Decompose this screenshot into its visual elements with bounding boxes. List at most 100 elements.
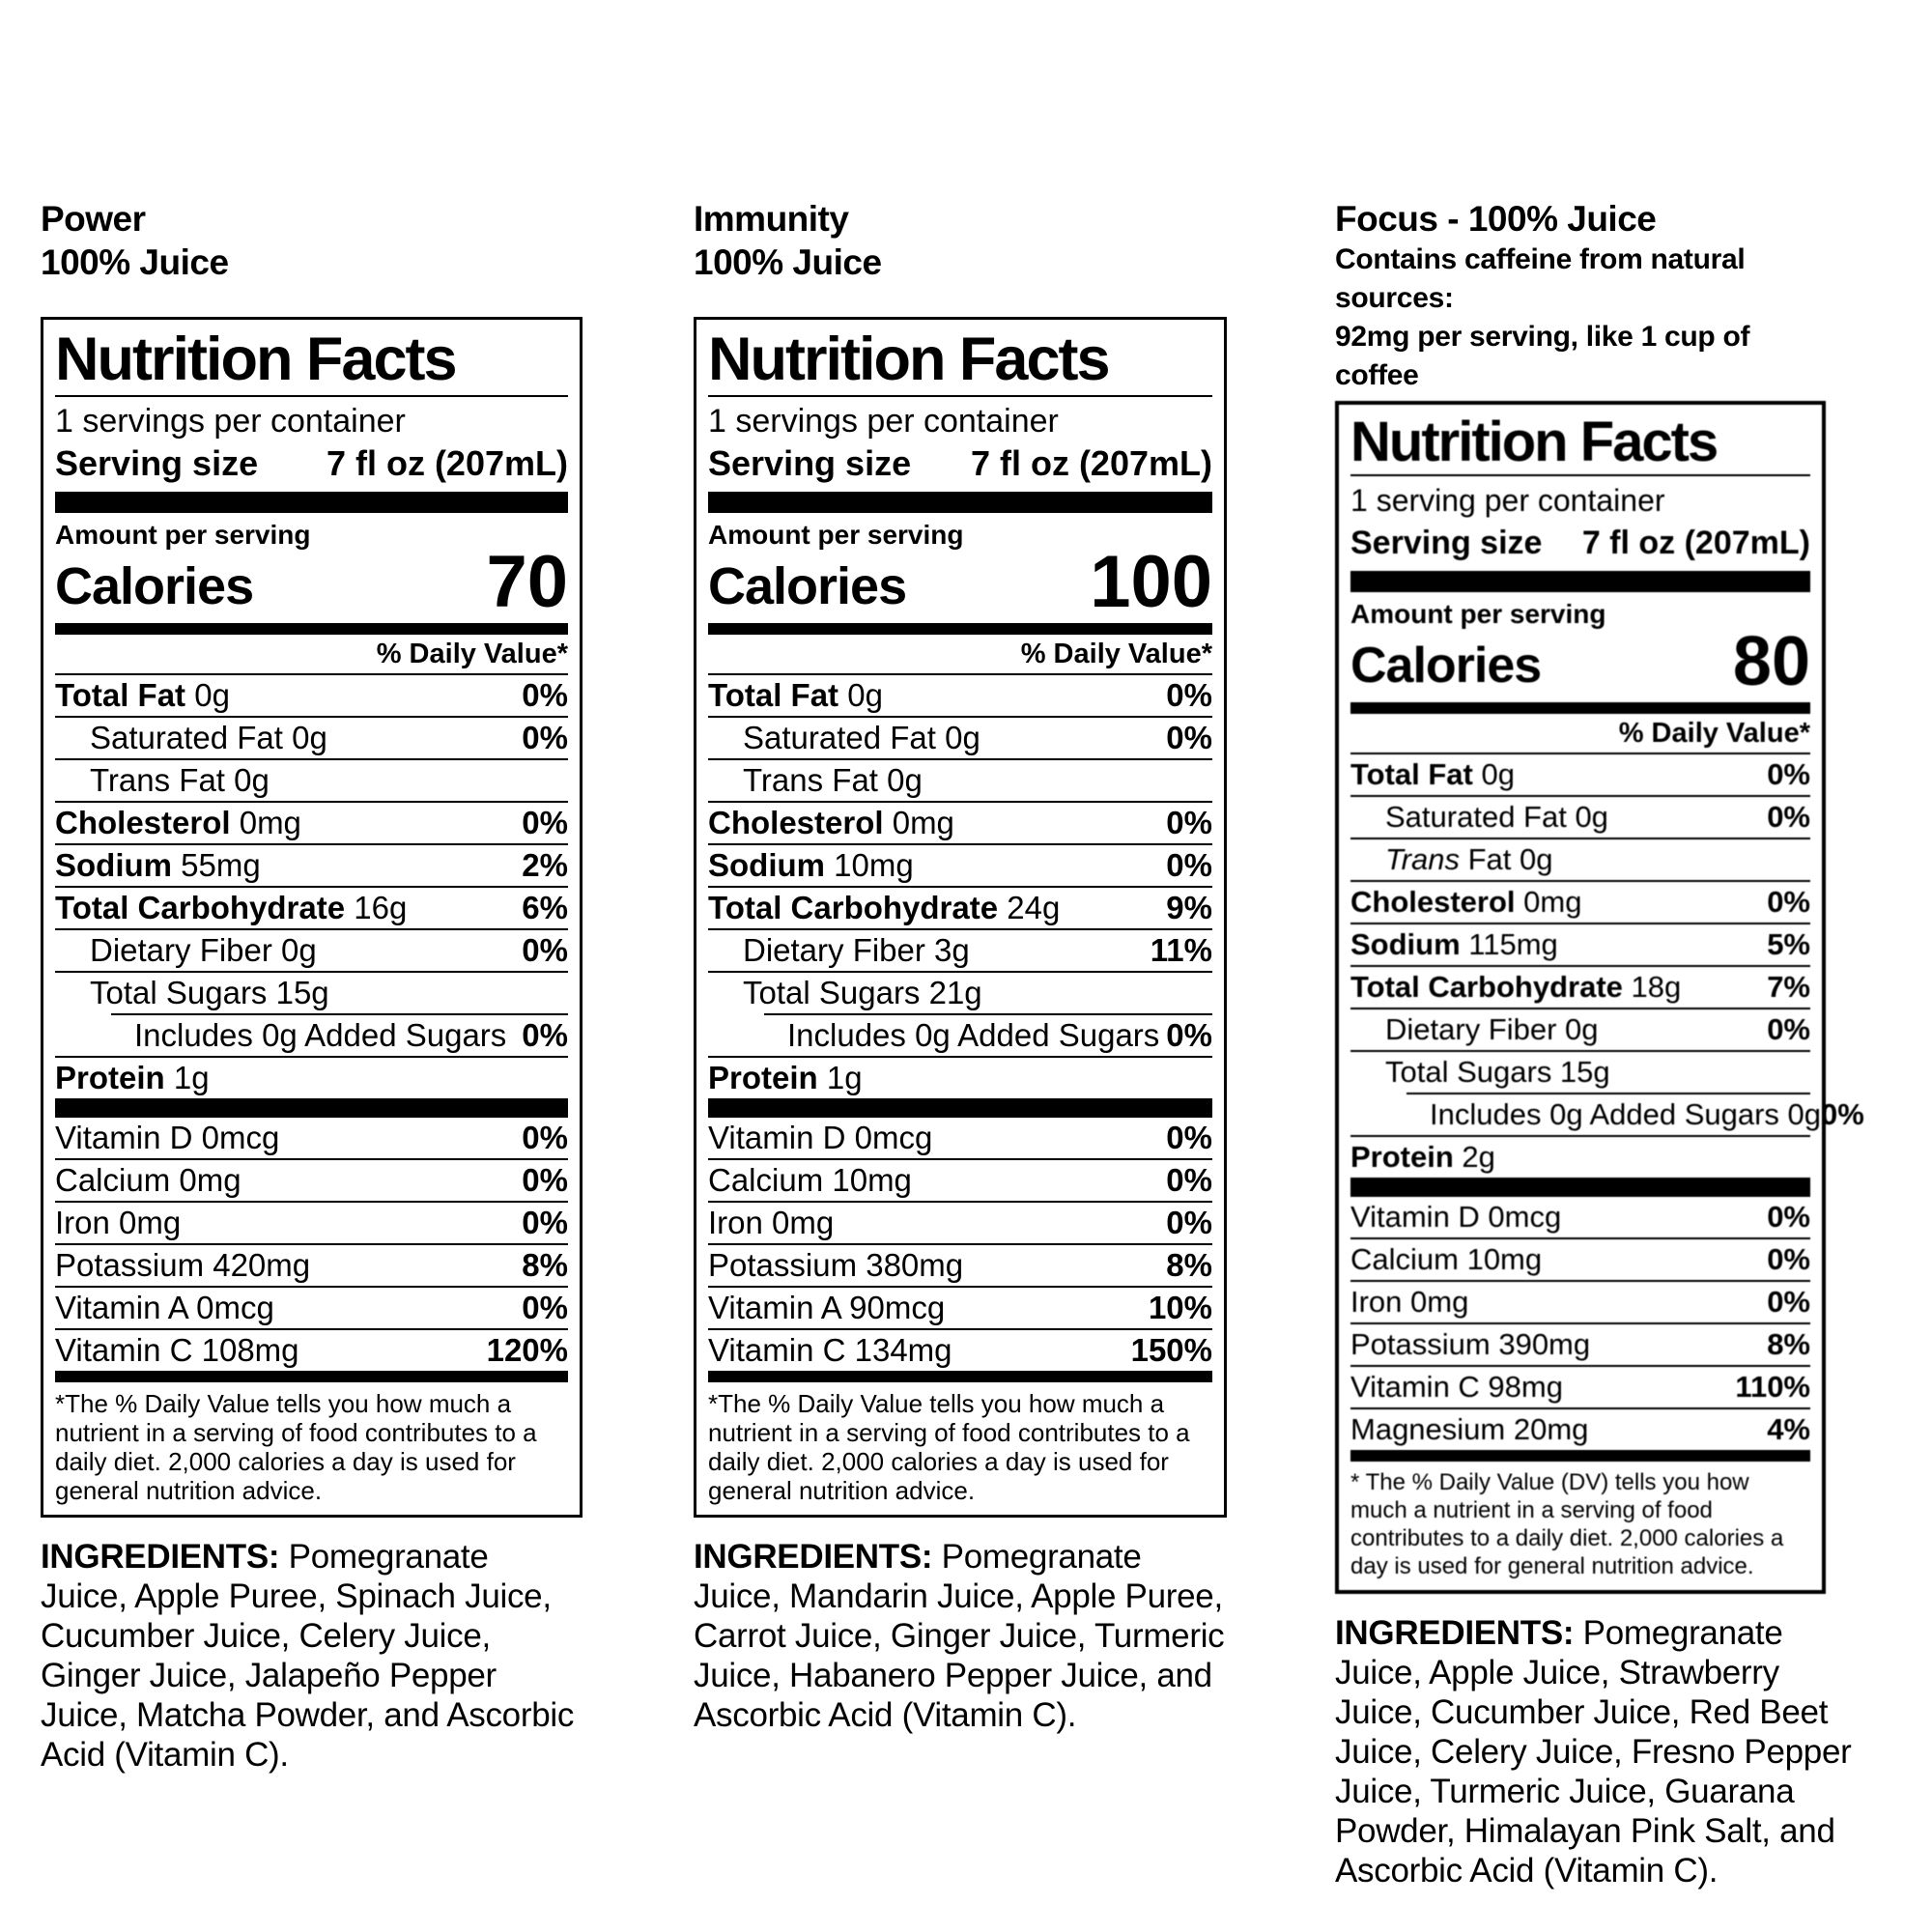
vitamin-text: Potassium 420mg [55, 1246, 311, 1283]
servings-per-container: 1 servings per container [55, 402, 406, 440]
nutrient-text: Sodium 55mg [55, 847, 261, 883]
nutrition-facts-heading: Nutrition Facts [708, 327, 1212, 397]
divider-bar [708, 1370, 1212, 1382]
nutrient-rows: Total Fat 0g 0% Saturated Fat 0g 0% Trans Fa… [708, 672, 1212, 1098]
amount-per-serving-label: Amount per serving [708, 519, 964, 550]
vitamin-text: Iron 0mg [1350, 1285, 1469, 1320]
serving-size-value: 7 fl oz (207mL) [326, 442, 568, 483]
ingredients-label: INGREDIENTS: [1335, 1614, 1575, 1653]
vitamin-text: Vitamin D 0mcg [55, 1119, 280, 1155]
nutrient-text: Cholesterol 0mg [55, 804, 301, 840]
nutrient-text: Total Fat 0g [1350, 757, 1515, 792]
nutrient-row: Sodium 55mg 2% [55, 842, 568, 886]
vitamin-percent: 110% [1735, 1370, 1810, 1405]
nutrient-text: Sodium 115mg [1350, 927, 1558, 962]
ingredients: INGREDIENTS: Pomegranate Juice, Apple Pu… [41, 1537, 582, 1775]
vitamin-text: Vitamin A 0mcg [55, 1289, 274, 1325]
divider-bar [1350, 702, 1810, 715]
vitamin-row: Potassium 380mg 8% [708, 1242, 1212, 1286]
nutrient-text: Total Carbohydrate 16g [55, 889, 408, 925]
calories-row: Calories 80 [1350, 627, 1810, 696]
nutrition-facts-heading: Nutrition Facts [1350, 412, 1810, 477]
nutrient-row: Includes 0g Added Sugars 0% [764, 1012, 1212, 1056]
nutrient-percent: 0% [1166, 719, 1212, 755]
nutrient-percent: 0% [1166, 676, 1212, 713]
ingredients: INGREDIENTS: Pomegranate Juice, Mandarin… [694, 1537, 1227, 1735]
juice-column-immunity: Immunity 100% Juice Nutrition Facts 1 se… [694, 0, 1227, 1735]
nutrient-name: Total Carbohydrate [55, 889, 346, 925]
calories-value: 80 [1732, 623, 1810, 701]
nutrient-amount: Dietary Fiber 0g [1385, 1012, 1599, 1047]
product-title-line1: Power [41, 199, 146, 239]
juice-column-focus: Focus - 100% Juice Contains caffeine fro… [1335, 0, 1864, 1890]
daily-value-header: % Daily Value* [1618, 718, 1810, 750]
nutrient-text: Saturated Fat 0g [708, 719, 980, 755]
nutrient-text: Cholesterol 0mg [1350, 885, 1581, 920]
vitamin-percent: 0% [1767, 1242, 1810, 1277]
vitamin-percent: 0% [522, 1289, 568, 1325]
serving-size-value: 7 fl oz (207mL) [1581, 525, 1810, 562]
nutrient-percent: 0% [1767, 1012, 1810, 1047]
vitamin-text: Iron 0mg [55, 1204, 182, 1240]
vitamin-text: Vitamin C 98mg [1350, 1370, 1563, 1405]
vitamin-percent: 0% [1166, 1161, 1212, 1198]
nutrient-name: Protein [55, 1059, 165, 1095]
vitamin-percent: 8% [522, 1246, 568, 1283]
nutrient-row: Includes 0g Added Sugars 0g 0% [1406, 1093, 1864, 1135]
nutrient-text: Trans Fat 0g [55, 761, 270, 798]
nutrient-amount: Saturated Fat 0g [1385, 800, 1608, 835]
nutrient-row: Sodium 115mg 5% [1350, 923, 1810, 965]
nutrient-row: Includes 0g Added Sugars 0% [111, 1012, 568, 1056]
vitamin-row: Calcium 10mg 0% [1350, 1237, 1810, 1280]
nutrient-row: Dietary Fiber 0g 0% [55, 927, 568, 971]
vitamin-text: Calcium 0mg [55, 1161, 242, 1198]
nutrient-amount: Saturated Fat 0g [743, 719, 980, 755]
nutrient-text: Total Carbohydrate 18g [1350, 970, 1681, 1005]
calories-value: 100 [1090, 540, 1212, 623]
amount-per-serving-label: Amount per serving [1350, 599, 1606, 630]
nutrient-row: Total Carbohydrate 16g 6% [55, 885, 568, 928]
serving-size-label: Serving size [1350, 525, 1543, 562]
serving-size-row: Serving size 7 fl oz (207mL) [708, 442, 1212, 485]
nutrient-row: Protein 1g [55, 1055, 568, 1098]
nutrient-amount: 0g [185, 676, 230, 713]
nutrient-amount: Total Sugars 15g [1385, 1055, 1610, 1090]
vitamin-text: Vitamin C 108mg [55, 1331, 299, 1368]
nutrient-name: Cholesterol [708, 804, 884, 840]
nutrient-row: Total Sugars 15g [1350, 1050, 1810, 1093]
calories-label: Calories [1350, 638, 1542, 695]
nutrient-amount: Includes 0g Added Sugars [787, 1016, 1160, 1053]
nutrient-percent: 0% [522, 804, 568, 840]
nutrient-amount: Total Sugars 15g [90, 974, 329, 1010]
vitamin-percent: 8% [1166, 1246, 1212, 1283]
nutrient-amount: Trans Fat 0g [90, 761, 270, 798]
vitamin-row: Potassium 390mg 8% [1350, 1322, 1810, 1365]
ingredients-label: INGREDIENTS: [41, 1537, 280, 1576]
calories-row: Calories 70 [55, 545, 568, 618]
nutrient-amount: 16g [345, 889, 408, 925]
nutrient-amount: 0mg [230, 804, 301, 840]
footnote: *The % Daily Value tells you how much a … [55, 1388, 537, 1505]
vitamin-percent: 8% [1767, 1327, 1810, 1362]
nutrient-percent: 0% [1767, 885, 1810, 920]
nutrient-row: Saturated Fat 0g 0% [55, 715, 568, 758]
nutrient-amount: Saturated Fat 0g [90, 719, 327, 755]
nutrient-name: Cholesterol [55, 804, 231, 840]
serving-size-label: Serving size [708, 442, 912, 483]
nutrient-row: Total Sugars 21g [708, 970, 1212, 1013]
vitamin-rows: Vitamin D 0mcg 0% Calcium 10mg 0% Iron 0mg 0%… [708, 1118, 1212, 1371]
vitamin-text: Vitamin A 90mcg [708, 1289, 946, 1325]
vitamin-row: Vitamin C 134mg 150% [708, 1327, 1212, 1371]
divider-bar [1350, 571, 1810, 593]
nutrient-text: Cholesterol 0mg [708, 804, 954, 840]
amount-per-serving-label: Amount per serving [55, 519, 311, 550]
vitamin-percent: 10% [1148, 1289, 1212, 1325]
nutrient-percent: 7% [1767, 970, 1810, 1005]
footnote: *The % Daily Value tells you how much a … [708, 1388, 1190, 1505]
nutrient-text: Dietary Fiber 3g [708, 932, 970, 968]
ingredients-label: INGREDIENTS: [694, 1537, 933, 1576]
nutrient-percent: 0% [522, 719, 568, 755]
ingredients: INGREDIENTS: Pomegranate Juice, Apple Ju… [1335, 1613, 1872, 1890]
vitamin-text: Calcium 10mg [708, 1161, 912, 1198]
nutrient-amount: Total Sugars 21g [743, 974, 982, 1010]
